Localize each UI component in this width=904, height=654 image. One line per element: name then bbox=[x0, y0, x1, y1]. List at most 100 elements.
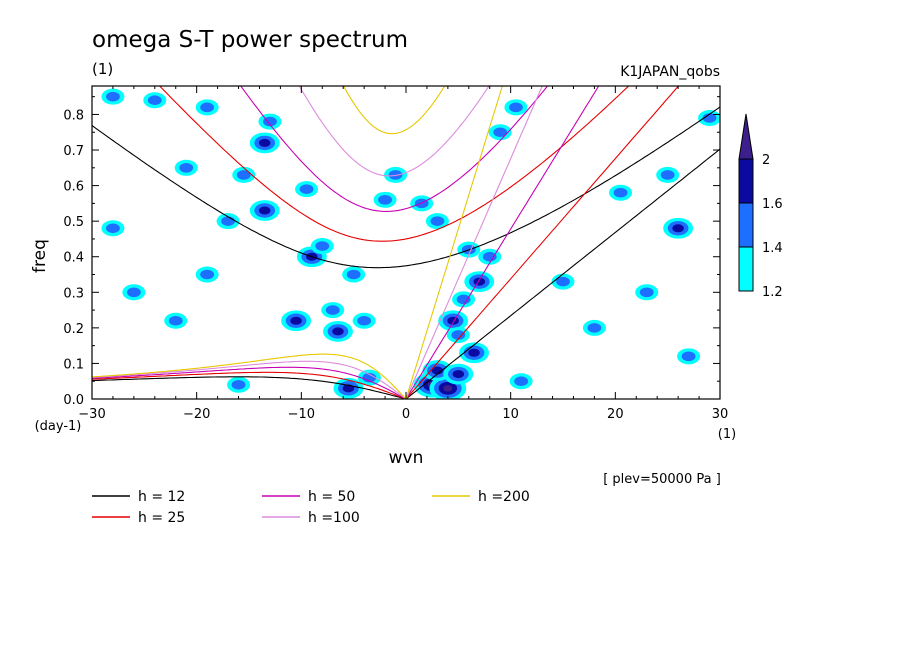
x-tick-label: −10 bbox=[288, 407, 315, 422]
power-blob bbox=[290, 316, 302, 325]
y-tick-label: 0.5 bbox=[63, 215, 84, 230]
power-blob bbox=[587, 323, 602, 333]
power-blob bbox=[168, 315, 183, 326]
y-tick-label: 0.1 bbox=[63, 357, 84, 372]
y-axis-unit: (day-1) bbox=[35, 419, 82, 434]
power-blob bbox=[514, 376, 529, 387]
power-blob bbox=[556, 276, 570, 287]
y-tick-label: 0.4 bbox=[63, 251, 84, 266]
x-tick-label: −30 bbox=[78, 407, 105, 422]
x-tick-label: 20 bbox=[607, 407, 624, 422]
kelvin-curve bbox=[405, 86, 503, 399]
legend-label: h = 25 bbox=[138, 510, 185, 526]
colorbar-segment bbox=[738, 246, 754, 292]
x-tick-label: 0 bbox=[402, 407, 410, 422]
power-blob bbox=[258, 138, 271, 147]
chart-title: omega S-T power spectrum bbox=[92, 27, 408, 53]
power-blob bbox=[200, 102, 215, 113]
power-blob bbox=[315, 241, 330, 251]
power-blob bbox=[263, 116, 277, 127]
ig-curve bbox=[92, 106, 720, 269]
power-blob bbox=[456, 294, 471, 305]
power-blob bbox=[639, 287, 654, 298]
colorbar-segment bbox=[738, 158, 754, 204]
colorbar-label: 1.4 bbox=[762, 241, 783, 256]
rossby-curve bbox=[92, 366, 407, 399]
ig-curve bbox=[298, 86, 490, 177]
rossby-curve bbox=[92, 353, 407, 399]
power-blob bbox=[493, 127, 508, 138]
power-blob bbox=[236, 170, 251, 180]
rossby-curve bbox=[92, 376, 407, 399]
legend-label: h =100 bbox=[308, 510, 360, 526]
y-tick-label: 0.8 bbox=[63, 108, 84, 123]
colorbar: 1.2 1.4 1.6 2 bbox=[738, 113, 783, 300]
x-tick-label: −20 bbox=[183, 407, 210, 422]
power-blob bbox=[447, 316, 459, 325]
colorbar-label: 1.6 bbox=[762, 197, 783, 212]
ig-curve bbox=[240, 86, 549, 212]
power-blob bbox=[357, 315, 372, 326]
power-blob bbox=[482, 251, 497, 262]
power-blob bbox=[509, 102, 523, 113]
legend-label: h = 50 bbox=[308, 489, 355, 505]
power-blob bbox=[378, 195, 392, 205]
x-tick-label: 30 bbox=[712, 407, 729, 422]
legend-label: h =200 bbox=[478, 489, 530, 505]
chart-subtitle: (1) bbox=[92, 60, 113, 78]
power-blob bbox=[431, 366, 444, 375]
colorbar-segment bbox=[738, 202, 754, 248]
power-blob bbox=[473, 277, 486, 286]
power-blob bbox=[430, 216, 445, 226]
colorbar-label: 2 bbox=[762, 153, 770, 168]
power-blob bbox=[325, 305, 340, 315]
kelvin-curve bbox=[405, 148, 720, 399]
power-blob bbox=[200, 269, 215, 280]
power-blob bbox=[299, 184, 314, 194]
power-blob bbox=[106, 223, 120, 234]
power-blob bbox=[451, 330, 466, 340]
kelvin-curve bbox=[405, 86, 680, 399]
power-blob bbox=[179, 163, 194, 173]
kelvin-curve bbox=[405, 86, 543, 399]
power-blob bbox=[660, 170, 675, 180]
power-blob bbox=[332, 327, 344, 336]
y-tick-label: 0.0 bbox=[63, 393, 84, 408]
power-blob bbox=[613, 187, 628, 198]
rossby-curve bbox=[92, 371, 407, 399]
plot-frame bbox=[91, 85, 721, 400]
x-axis-label: wvn bbox=[389, 448, 424, 468]
power-blob bbox=[702, 113, 717, 123]
power-blob bbox=[126, 287, 141, 298]
power-contours bbox=[101, 88, 720, 399]
dataset-label: K1JAPAN_qobs bbox=[620, 64, 720, 80]
rossby-curve bbox=[92, 360, 407, 399]
power-blob bbox=[681, 351, 696, 362]
legend-label: h = 12 bbox=[138, 489, 185, 505]
dispersion-curves bbox=[92, 86, 720, 399]
power-blob bbox=[443, 385, 453, 392]
axis-ticks: −30 −20 −10 0 10 20 30 0.0 0.1 0.2 0.3 0.4 0.5 0.6 0.7… bbox=[63, 86, 728, 422]
power-blob bbox=[231, 379, 246, 390]
y-tick-label: 0.2 bbox=[63, 322, 84, 337]
power-blob bbox=[147, 95, 162, 106]
power-blob bbox=[221, 216, 235, 226]
power-blob bbox=[468, 348, 480, 357]
y-axis-label: freq bbox=[30, 239, 50, 273]
y-tick-label: 0.6 bbox=[63, 180, 84, 195]
colorbar-label: 1.2 bbox=[762, 285, 783, 300]
y-tick-label: 0.3 bbox=[63, 286, 84, 301]
power-blob bbox=[452, 370, 465, 379]
legend: h = 12 h = 25 h = 50 h =100 h =200 bbox=[92, 489, 530, 526]
x-tick-label: 10 bbox=[502, 407, 519, 422]
level-label: [ plev=50000 Pa ] bbox=[603, 472, 721, 487]
power-blob bbox=[258, 206, 271, 215]
x-axis-unit: (1) bbox=[718, 427, 736, 442]
power-blob bbox=[672, 224, 684, 233]
y-tick-label: 0.7 bbox=[63, 144, 84, 159]
ig-curve bbox=[342, 86, 446, 135]
power-blob bbox=[346, 269, 361, 280]
ig-curve bbox=[158, 86, 630, 242]
kelvin-curve bbox=[405, 86, 600, 399]
